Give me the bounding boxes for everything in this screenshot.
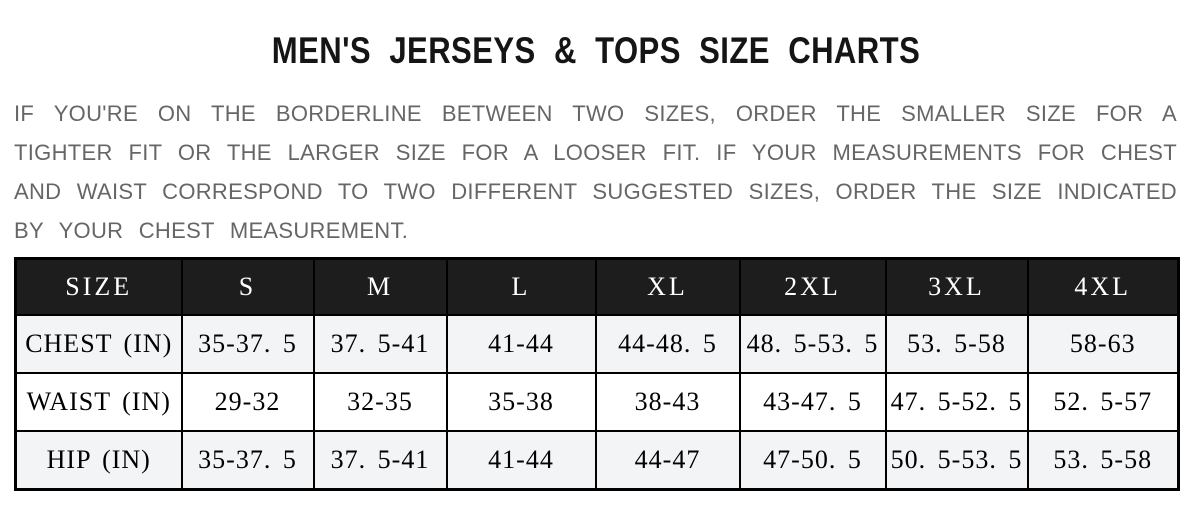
chest-xl-cell: 44-48. 5 [594,314,741,374]
hip-3xl-cell: 50. 5-53. 5 [884,430,1029,491]
column-header-s: S [180,257,315,316]
hip-4xl-cell: 53. 5-58 [1026,430,1180,491]
intro-paragraph: IF YOU'RE ON THE BORDERLINE BETWEEN TWO … [14,94,1177,250]
table-row-waist: WAIST (IN) 29-32 32-35 35-38 38-43 43-47… [14,372,1180,432]
waist-4xl-cell: 52. 5-57 [1026,372,1180,432]
hip-l-cell: 41-44 [445,430,597,491]
chest-m-cell: 37. 5-41 [312,314,448,374]
chest-2xl-cell: 48. 5-53. 5 [738,314,887,374]
size-chart-table: SIZE S M L XL 2XL 3XL 4XL CHEST (IN) 35-… [14,257,1180,491]
chest-s-cell: 35-37. 5 [180,314,315,374]
hip-m-cell: 37. 5-41 [312,430,448,491]
table-header: SIZE S M L XL 2XL 3XL 4XL [14,257,1180,316]
header-row: SIZE S M L XL 2XL 3XL 4XL [14,257,1180,316]
chest-l-cell: 41-44 [445,314,597,374]
waist-xl-cell: 38-43 [594,372,741,432]
waist-m-cell: 32-35 [312,372,448,432]
page-title-text: MEN'S JERSEYS & TOPS SIZE CHARTS [271,30,920,71]
hip-2xl-cell: 47-50. 5 [738,430,887,491]
waist-3xl-cell: 47. 5-52. 5 [884,372,1029,432]
page-title: MEN'S JERSEYS & TOPS SIZE CHARTS [0,0,1191,72]
table-body: CHEST (IN) 35-37. 5 37. 5-41 41-44 44-48… [14,314,1180,491]
column-header-2xl: 2XL [738,257,887,316]
waist-2xl-cell: 43-47. 5 [738,372,887,432]
column-header-size: SIZE [14,257,183,316]
column-header-xl: XL [594,257,741,316]
column-header-4xl: 4XL [1026,257,1180,316]
row-label-waist: WAIST (IN) [14,372,183,432]
waist-l-cell: 35-38 [445,372,597,432]
row-label-chest: CHEST (IN) [14,314,183,374]
intro-line-3: AND WAIST CORRESPOND TO TWO DIFFERENT SU… [14,179,1177,204]
chest-3xl-cell: 53. 5-58 [884,314,1029,374]
waist-s-cell: 29-32 [180,372,315,432]
intro-line-1: IF YOU'RE ON THE BORDERLINE BETWEEN TWO … [14,101,1177,126]
intro-line-4: BY YOUR CHEST MEASUREMENT. [14,218,409,243]
row-label-hip: HIP (IN) [14,430,183,491]
table-row-chest: CHEST (IN) 35-37. 5 37. 5-41 41-44 44-48… [14,314,1180,374]
table-row-hip: HIP (IN) 35-37. 5 37. 5-41 41-44 44-47 4… [14,430,1180,491]
column-header-l: L [445,257,597,316]
intro-line-2: TIGHTER FIT OR THE LARGER SIZE FOR A LOO… [14,140,1177,165]
column-header-m: M [312,257,448,316]
column-header-3xl: 3XL [884,257,1029,316]
hip-s-cell: 35-37. 5 [180,430,315,491]
hip-xl-cell: 44-47 [594,430,741,491]
chest-4xl-cell: 58-63 [1026,314,1180,374]
